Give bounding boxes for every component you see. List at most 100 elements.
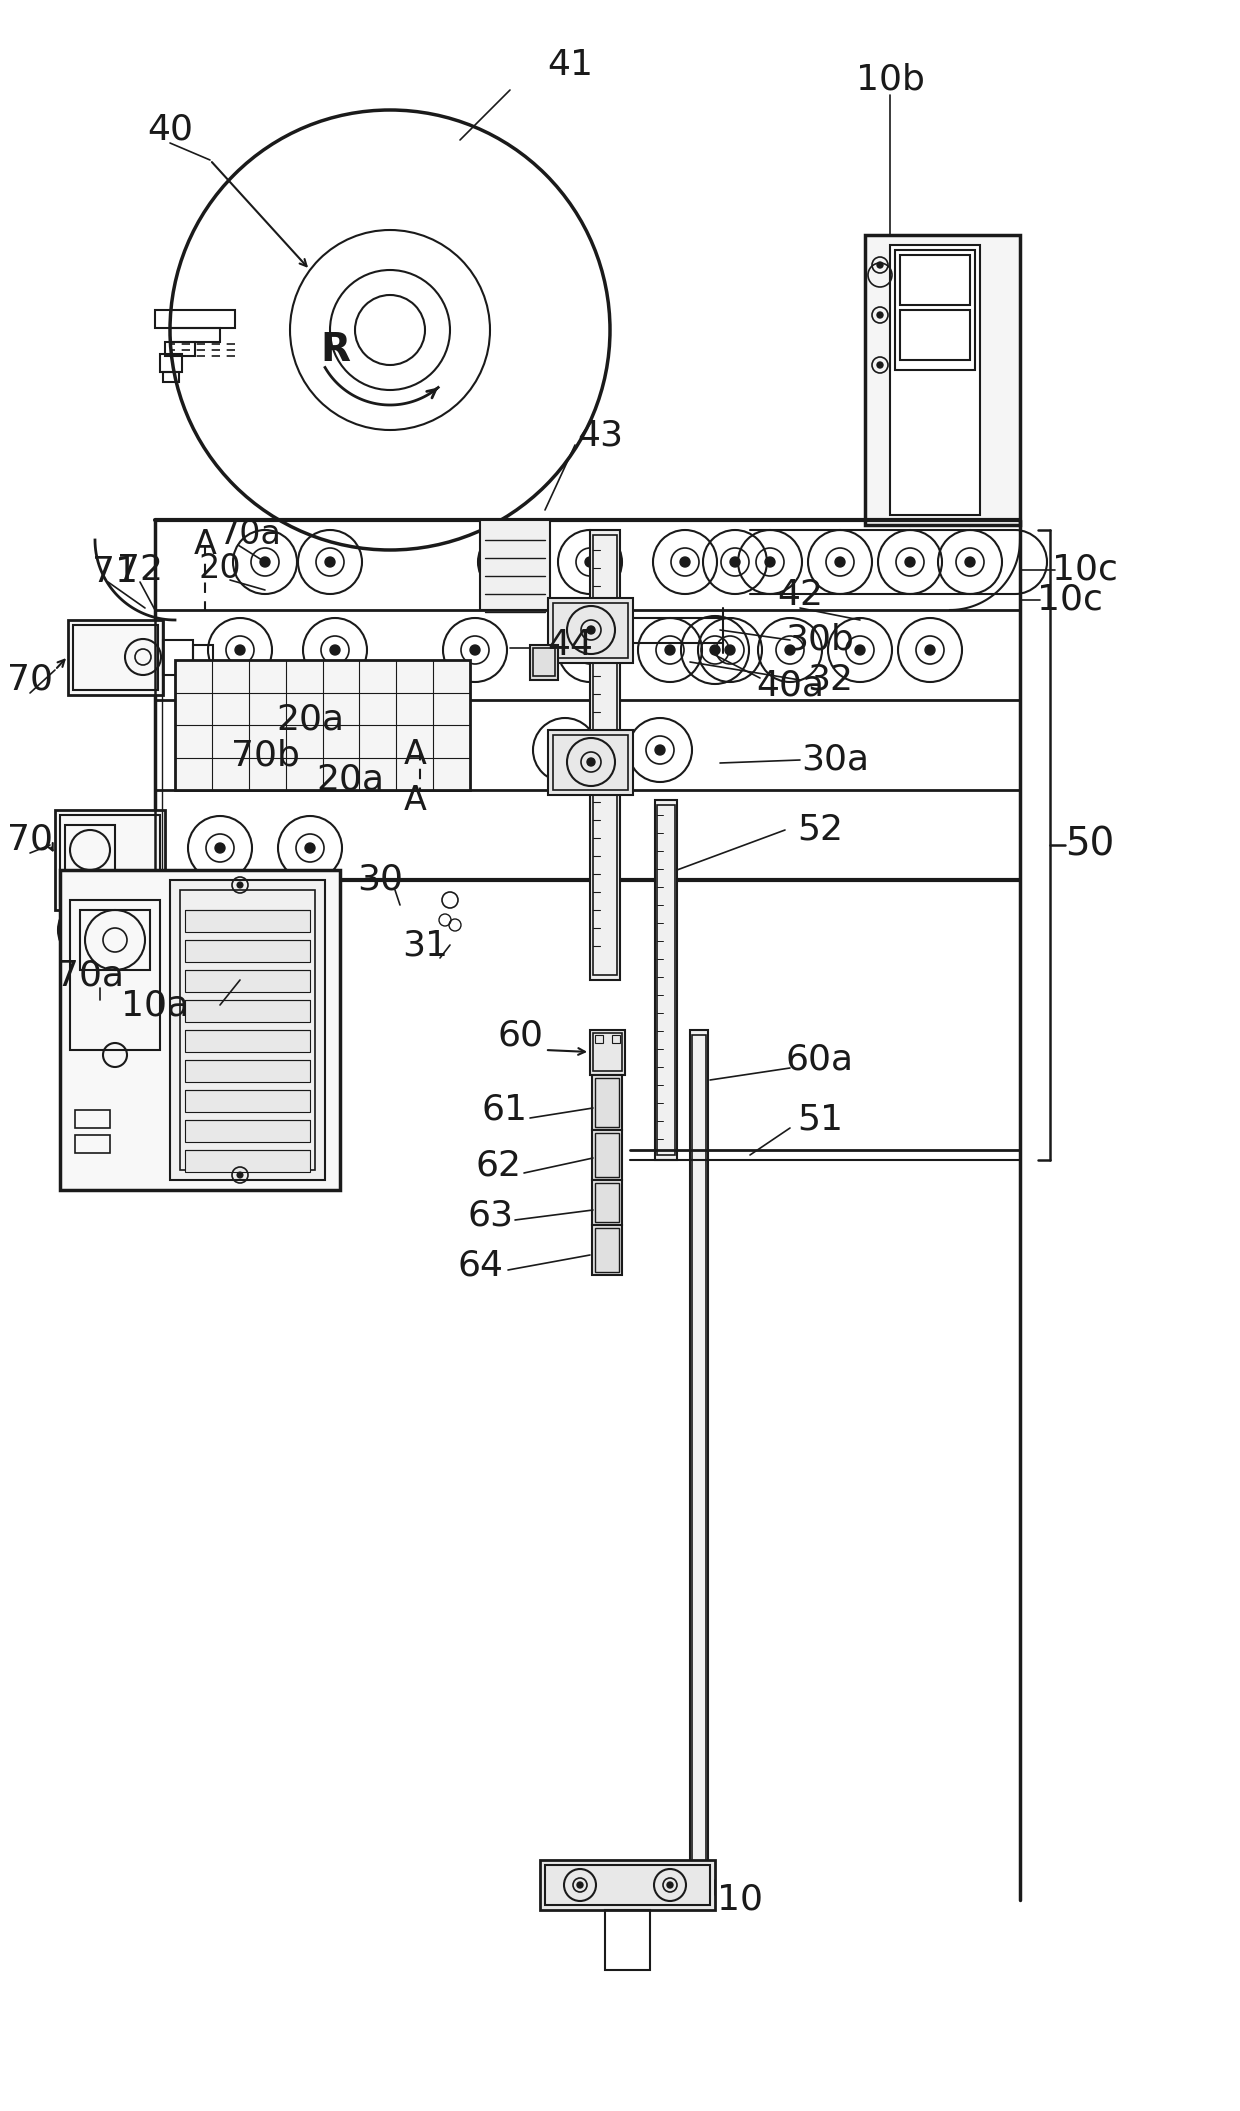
Circle shape	[877, 361, 883, 367]
Text: 71: 71	[92, 555, 138, 589]
Text: 64: 64	[458, 1248, 503, 1281]
Text: 44: 44	[547, 627, 593, 663]
Text: 30b: 30b	[786, 623, 854, 657]
Bar	[170, 327, 219, 342]
Bar	[900, 310, 970, 361]
Circle shape	[665, 646, 675, 654]
Bar	[185, 1060, 310, 1083]
Circle shape	[925, 646, 935, 654]
Bar	[74, 1136, 110, 1153]
Bar	[595, 1182, 619, 1222]
Bar	[55, 811, 165, 910]
Bar	[866, 234, 1021, 526]
Bar	[546, 1864, 711, 1904]
Text: 40: 40	[148, 114, 193, 148]
Bar	[69, 899, 160, 1049]
Bar	[480, 519, 551, 610]
Text: 30: 30	[357, 863, 403, 897]
Circle shape	[680, 557, 689, 568]
Text: 31: 31	[402, 929, 448, 963]
Text: 32: 32	[807, 663, 853, 697]
Circle shape	[237, 1172, 243, 1178]
Bar	[548, 730, 632, 796]
Bar	[593, 534, 618, 975]
Text: 30a: 30a	[801, 743, 869, 777]
Text: 51: 51	[797, 1104, 843, 1138]
Bar	[185, 1030, 310, 1051]
Text: 70b: 70b	[231, 739, 299, 773]
Circle shape	[877, 312, 883, 319]
Bar	[595, 1079, 619, 1127]
Circle shape	[587, 627, 595, 633]
Circle shape	[325, 745, 335, 756]
Bar	[81, 910, 150, 969]
Bar	[553, 735, 627, 790]
Text: A: A	[193, 528, 217, 562]
Circle shape	[236, 646, 246, 654]
Bar	[74, 1110, 110, 1127]
Text: 40a: 40a	[756, 667, 825, 703]
Text: 20a: 20a	[277, 703, 343, 737]
Circle shape	[877, 262, 883, 268]
Circle shape	[725, 646, 735, 654]
Bar	[185, 1089, 310, 1112]
Bar	[529, 646, 558, 680]
Text: 42: 42	[777, 578, 823, 612]
Circle shape	[86, 925, 95, 935]
Circle shape	[577, 1883, 583, 1887]
Bar	[533, 648, 556, 676]
Bar	[613, 1034, 620, 1043]
Bar	[73, 625, 157, 690]
Text: 72: 72	[117, 553, 162, 587]
Text: 10: 10	[717, 1883, 763, 1917]
Bar	[60, 870, 340, 1191]
Circle shape	[585, 557, 595, 568]
Bar	[692, 1034, 706, 1896]
Text: 20a: 20a	[316, 762, 384, 798]
Circle shape	[236, 745, 246, 756]
Circle shape	[965, 557, 975, 568]
Bar	[64, 885, 95, 895]
Text: 70a: 70a	[218, 519, 281, 551]
Bar	[595, 1229, 619, 1273]
Bar	[185, 1001, 310, 1022]
Bar	[595, 1134, 619, 1178]
Bar	[64, 825, 115, 874]
Bar	[593, 1032, 622, 1070]
Bar	[180, 891, 315, 1169]
Bar	[185, 910, 310, 931]
Bar	[591, 1180, 622, 1224]
Circle shape	[260, 557, 270, 568]
Circle shape	[905, 557, 915, 568]
Bar	[170, 880, 325, 1180]
Bar	[895, 249, 975, 369]
Circle shape	[785, 646, 795, 654]
Circle shape	[325, 557, 335, 568]
Circle shape	[835, 557, 844, 568]
Bar	[591, 1074, 622, 1129]
Bar	[890, 245, 980, 515]
Text: 10a: 10a	[122, 988, 188, 1022]
Text: R: R	[320, 331, 350, 369]
Bar	[185, 939, 310, 963]
Bar	[185, 1121, 310, 1142]
Text: 10c: 10c	[1052, 553, 1118, 587]
Text: 63: 63	[467, 1199, 513, 1233]
Circle shape	[237, 882, 243, 889]
Bar	[64, 897, 95, 908]
Circle shape	[135, 925, 145, 935]
Bar	[590, 1030, 625, 1074]
Bar	[60, 815, 160, 906]
Bar	[68, 621, 162, 695]
Text: 20: 20	[198, 551, 242, 585]
Circle shape	[730, 557, 740, 568]
Bar	[900, 255, 970, 304]
Text: 10c: 10c	[1037, 583, 1102, 616]
Text: 52: 52	[797, 813, 843, 847]
Circle shape	[667, 1883, 673, 1887]
Bar	[605, 1910, 650, 1970]
Circle shape	[330, 646, 340, 654]
Bar	[175, 661, 470, 790]
Bar	[193, 646, 213, 669]
Text: A: A	[403, 783, 427, 817]
